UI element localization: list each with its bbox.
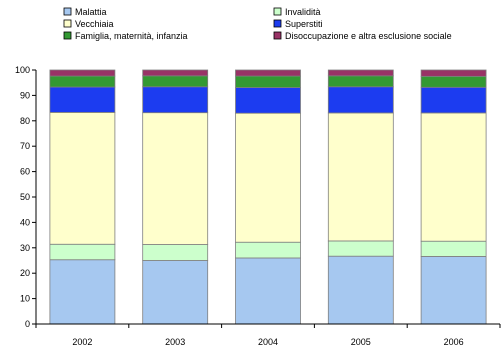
legend-item-vecchiaia: Vecchiaia (63, 19, 114, 29)
y-tick-label: 60 (20, 167, 30, 177)
bar-segment-superstiti-2003 (142, 86, 209, 114)
bar-segment-invalidita-2002 (49, 243, 116, 261)
bar-group-2002 (49, 69, 116, 325)
bar-segment-superstiti-2004 (235, 87, 301, 114)
bar-segment-malattia-2005 (327, 255, 394, 325)
legend-swatch (63, 19, 72, 28)
legend-label: Famiglia, maternità, infanzia (75, 31, 188, 41)
y-tick-label: 70 (20, 141, 30, 151)
bar-segment-vecchiaia-2006 (420, 112, 487, 242)
bar-segment-malattia-2002 (49, 259, 116, 325)
bar-segment-vecchiaia-2005 (327, 112, 394, 242)
bar-segment-famiglia-maternita-infanzia-2005 (327, 75, 394, 88)
legend-item-superstiti: Superstiti (273, 19, 323, 29)
y-tick-label: 0 (25, 319, 30, 329)
legend-item-invalidita: Invalidità (273, 7, 321, 17)
legend: Malattia Invalidità Vecchiaia Superstiti Fam… (63, 7, 452, 41)
x-tick-label-2006: 2006 (444, 337, 464, 347)
bar-group-2003 (142, 69, 209, 325)
x-tick-label-2005: 2005 (351, 337, 371, 347)
x-axis: 2002 2003 2004 2005 2006 (35, 323, 501, 347)
bar-segment-malattia-2004 (235, 257, 301, 325)
y-tick-label: 40 (20, 217, 30, 227)
bar-segment-vecchiaia-2002 (49, 112, 116, 245)
legend-label: Vecchiaia (75, 19, 114, 29)
legend-swatch (273, 31, 282, 40)
bar-segment-superstiti-2005 (327, 86, 394, 114)
bar-segment-invalidita-2006 (420, 240, 487, 257)
legend-item-malattia: Malattia (63, 7, 107, 17)
legend-label: Superstiti (285, 19, 323, 29)
bar-segment-famiglia-maternita-infanzia-2004 (235, 75, 301, 88)
bar-segment-invalidita-2003 (142, 244, 209, 261)
x-tick-label-2004: 2004 (258, 337, 278, 347)
y-tick-label: 50 (20, 192, 30, 202)
bar-segment-vecchiaia-2004 (235, 112, 301, 243)
legend-label: Invalidità (285, 7, 321, 17)
y-axis: 0 10 20 30 40 50 60 70 80 90 100 (15, 65, 37, 329)
legend-item-famiglia-maternita-infanzia: Famiglia, maternità, infanzia (63, 31, 188, 41)
legend-label: Malattia (75, 7, 107, 17)
bar-segment-disoccupazione-e-altra-esclusione-sociale-2002 (49, 69, 116, 77)
bar-segment-superstiti-2002 (49, 86, 116, 113)
bar-segment-famiglia-maternita-infanzia-2003 (142, 75, 209, 88)
legend-swatch (273, 7, 282, 16)
bar-group-2005 (327, 69, 394, 325)
bar-segment-disoccupazione-e-altra-esclusione-sociale-2003 (142, 69, 209, 77)
bar-segment-disoccupazione-e-altra-esclusione-sociale-2004 (235, 69, 301, 77)
bar-group-2004 (235, 69, 301, 325)
bar-group-2006 (420, 69, 487, 325)
y-tick-label: 10 (20, 294, 30, 304)
y-tick-label: 30 (20, 243, 30, 253)
legend-swatch (63, 7, 72, 16)
legend-swatch (63, 31, 72, 40)
legend-item-disoccupazione-e-altra-esclusione-sociale: Disoccupazione e altra esclusione social… (273, 31, 452, 41)
legend-label: Disoccupazione e altra esclusione social… (285, 31, 452, 41)
legend-swatch (273, 19, 282, 28)
x-tick-label-2002: 2002 (72, 337, 92, 347)
bar-segment-vecchiaia-2003 (142, 112, 209, 245)
bar-segment-superstiti-2006 (420, 86, 487, 114)
bars (49, 69, 487, 325)
bar-segment-famiglia-maternita-infanzia-2006 (420, 75, 487, 88)
bar-segment-invalidita-2005 (327, 240, 394, 257)
y-tick-label: 80 (20, 116, 30, 126)
bar-segment-invalidita-2004 (235, 241, 301, 259)
y-tick-label: 20 (20, 268, 30, 278)
bar-segment-disoccupazione-e-altra-esclusione-sociale-2006 (420, 69, 487, 77)
bar-segment-malattia-2003 (142, 260, 209, 325)
x-tick-label-2003: 2003 (165, 337, 185, 347)
bar-segment-malattia-2006 (420, 256, 487, 325)
y-tick-label: 90 (20, 90, 30, 100)
y-tick-label: 100 (15, 65, 30, 75)
bar-segment-famiglia-maternita-infanzia-2002 (49, 75, 116, 88)
bar-segment-disoccupazione-e-altra-esclusione-sociale-2005 (327, 69, 394, 77)
